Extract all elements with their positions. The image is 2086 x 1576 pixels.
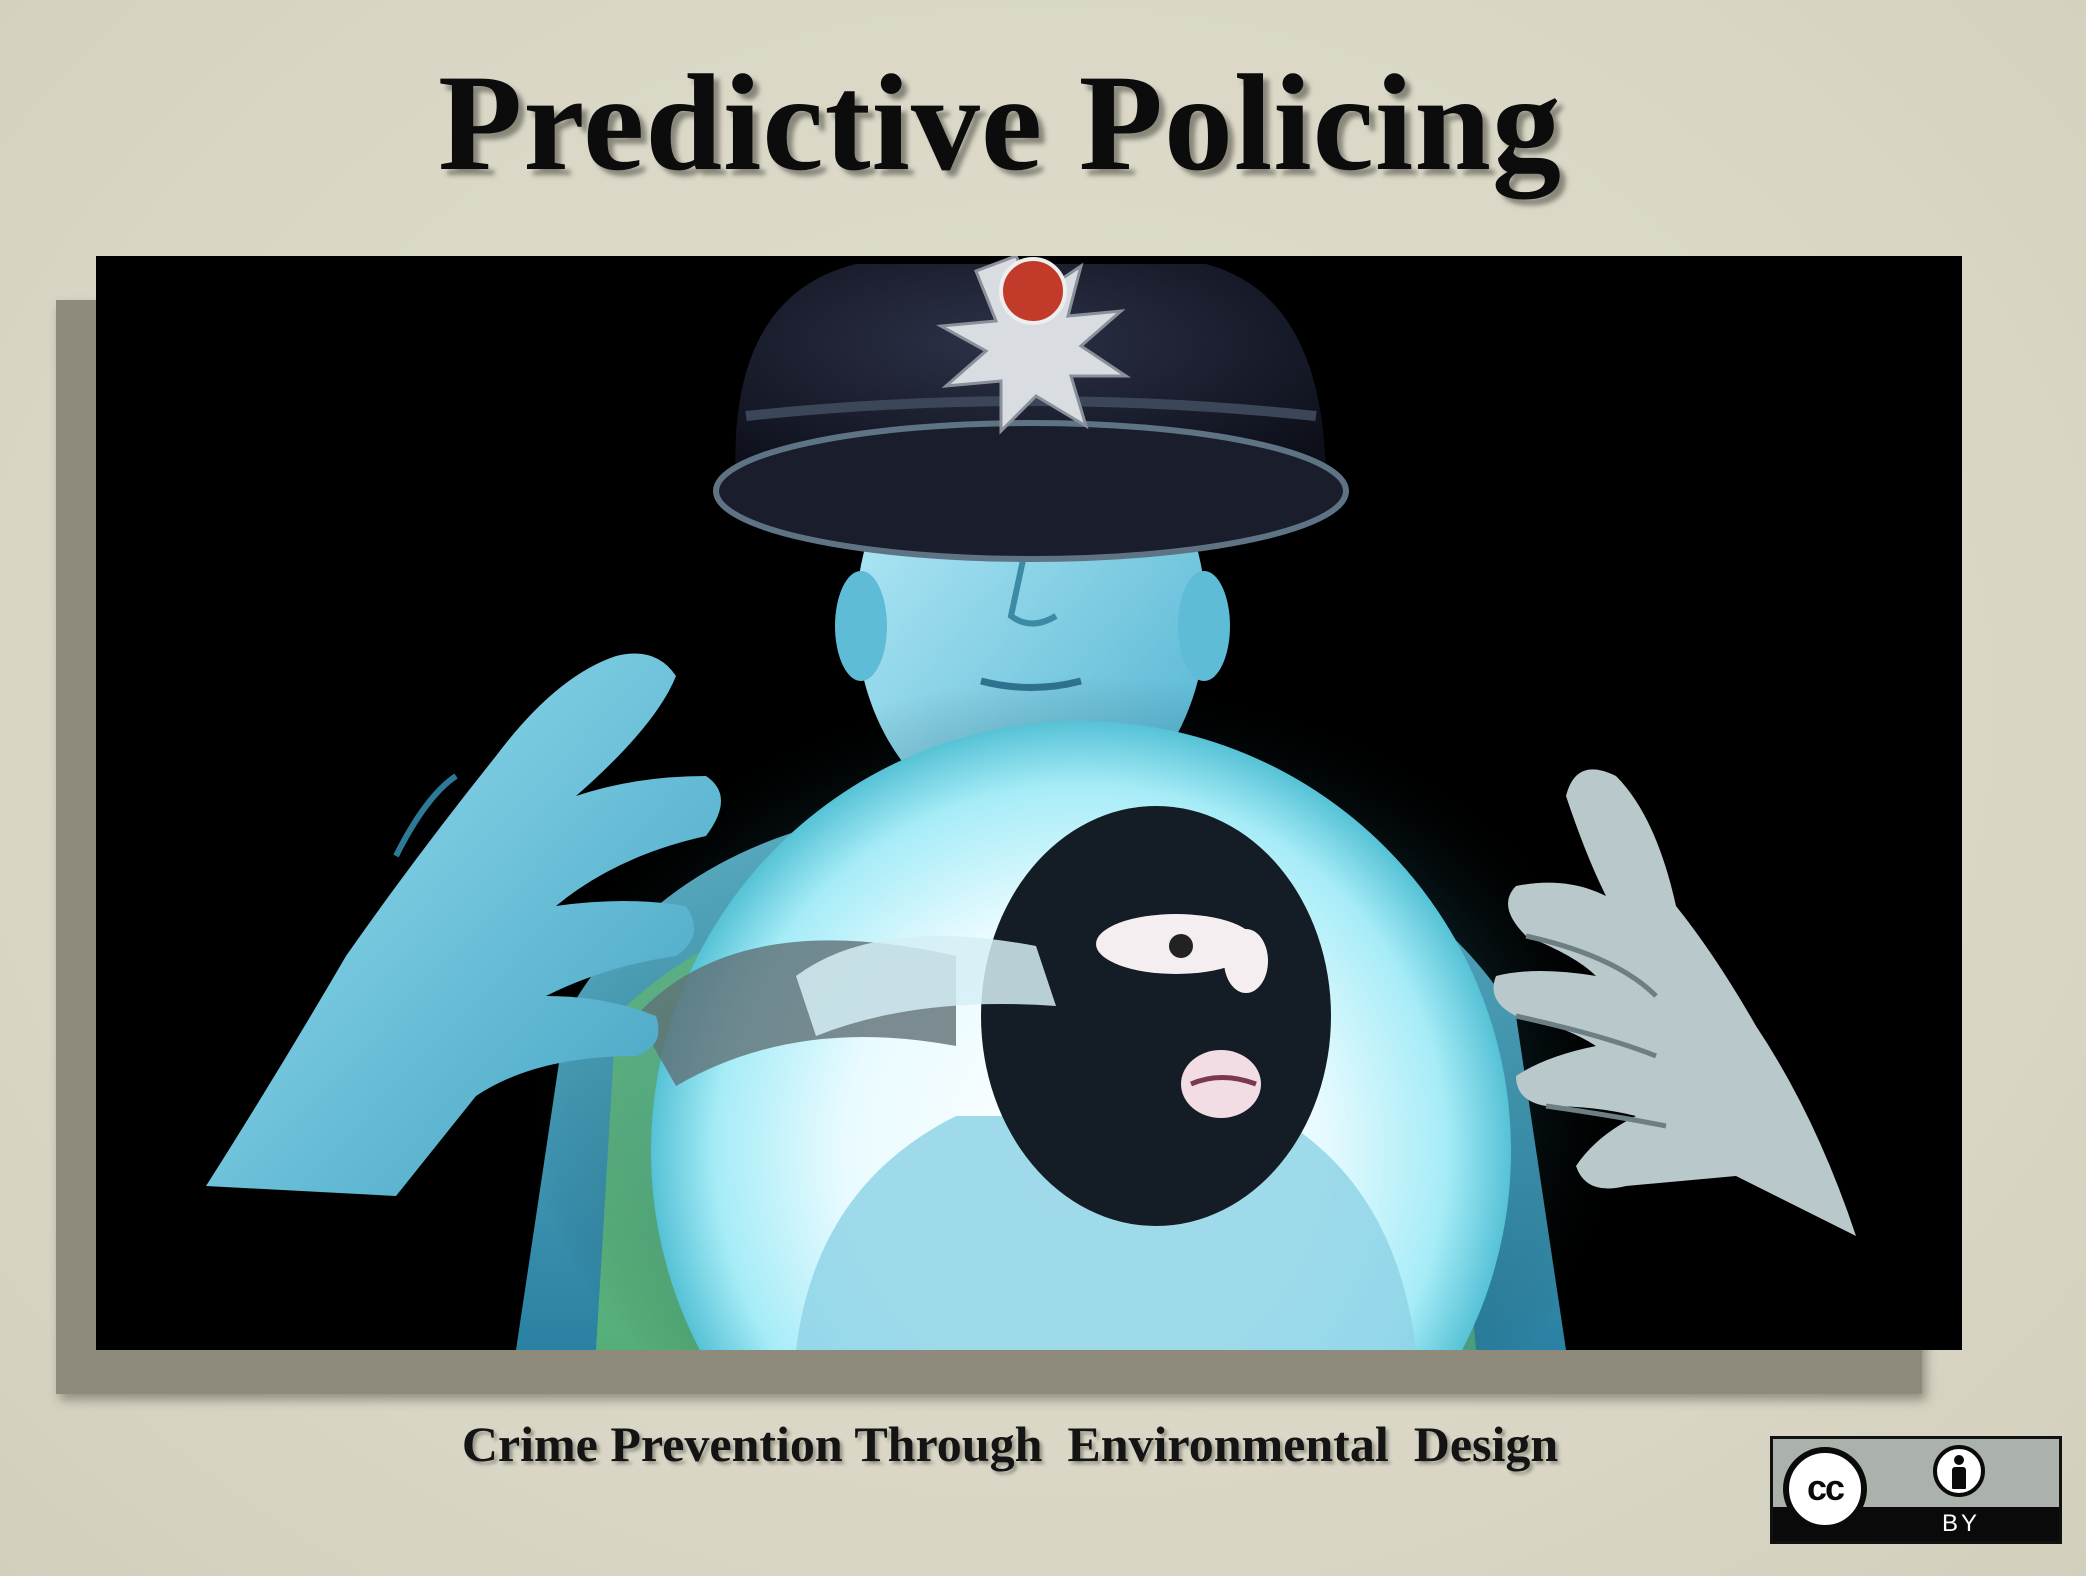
creative-commons-by-icon: cc BY	[1770, 1436, 2062, 1544]
police-officer-crystal-ball-image	[96, 256, 1962, 1350]
slide-photo	[96, 256, 1962, 1350]
cc-logo-icon: cc	[1783, 1447, 1867, 1531]
attribution-body	[1952, 1467, 1966, 1489]
slide-title: Predictive Policing	[437, 46, 1562, 199]
slide-subtitle: Crime Prevention Through Environmental D…	[461, 1416, 1559, 1472]
attribution-person-icon	[1933, 1445, 1985, 1497]
cc-by-label: BY	[1941, 1510, 1980, 1537]
attribution-head	[1954, 1455, 1964, 1465]
